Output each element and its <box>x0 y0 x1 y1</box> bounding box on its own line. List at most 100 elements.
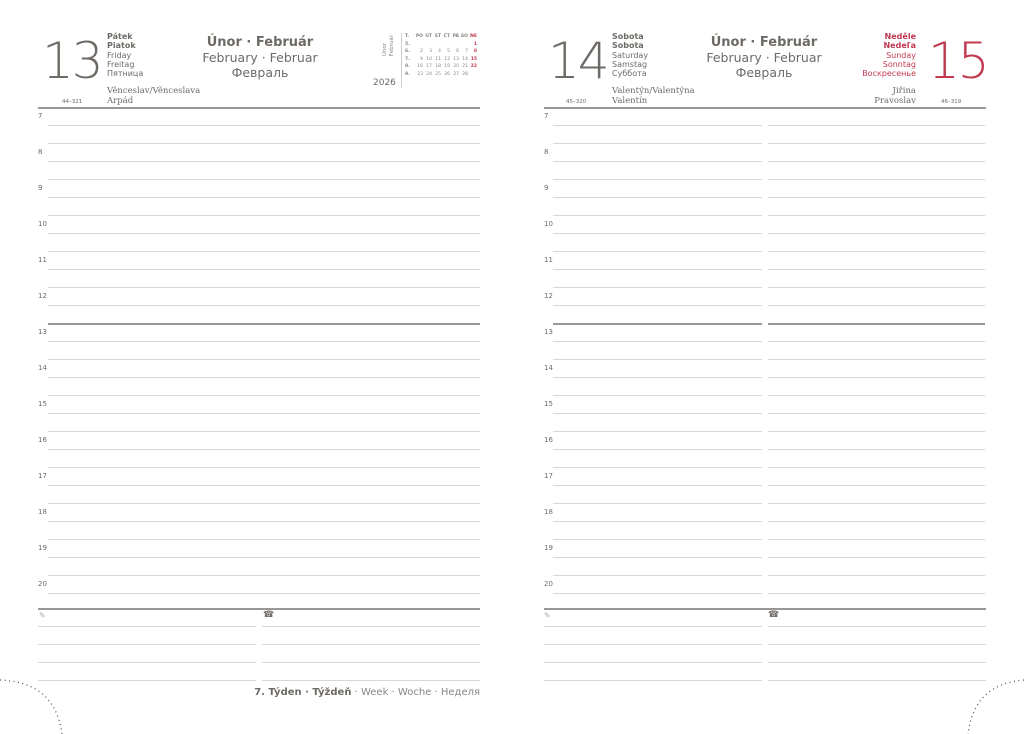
rule-line <box>553 467 762 468</box>
mini-calendar-cell <box>423 41 432 49</box>
rule-line <box>48 161 480 162</box>
hour-label: 14 <box>38 364 47 372</box>
rule-line <box>553 593 762 594</box>
divider <box>401 33 402 88</box>
mini-calendar-cell: 6 <box>456 49 459 54</box>
mini-calendar-cell: 5. <box>405 41 410 47</box>
rule-line <box>553 413 762 414</box>
day-count: 45–320 <box>566 99 587 105</box>
day-count: 46–319 <box>941 99 962 105</box>
rule-line <box>48 593 480 594</box>
month-en: February · Februar <box>202 50 318 65</box>
day-name: Sonntag <box>882 59 916 69</box>
rule-line <box>48 305 480 306</box>
rule-line <box>553 215 762 216</box>
day-name: Friday <box>107 50 132 60</box>
mini-calendar-cell: 7 <box>465 49 468 54</box>
mini-calendar-cell: 20 <box>453 64 459 69</box>
mini-calendar-cell: 15 <box>470 56 477 62</box>
rule-line <box>48 359 480 360</box>
month-title: Únor · Február February · Februar Феврал… <box>664 35 864 80</box>
mini-calendar-cell: 5 <box>447 49 450 54</box>
phone-icon: ☎ <box>263 610 275 620</box>
rule-line <box>38 644 256 645</box>
rule-line <box>48 485 480 486</box>
name-day: Arpád <box>107 96 134 106</box>
pencil-icon: ✎ <box>544 611 551 620</box>
rule-line <box>553 359 762 360</box>
mini-calendar-cell: 13 <box>453 56 459 62</box>
rule-line <box>48 287 480 288</box>
mini-calendar-cell: 22 <box>470 64 477 69</box>
hour-label: 9 <box>544 184 549 192</box>
rule-line <box>768 593 985 594</box>
day-name: Воскресенье <box>862 69 916 79</box>
mini-calendar-cell: 11 <box>435 56 441 62</box>
hour-label: 13 <box>38 328 47 336</box>
mini-calendar-cell: 18 <box>435 64 441 69</box>
rule-line <box>38 662 256 663</box>
month-title: Únor · Február February · Februar Феврал… <box>160 35 360 80</box>
rule-line <box>48 449 480 450</box>
rule-line <box>48 341 480 342</box>
mini-calendar-cell: 9 <box>420 56 423 62</box>
rule-line <box>48 431 480 432</box>
mini-calendar-cell: 12 <box>444 56 450 62</box>
mini-calendar-cell: 17 <box>426 64 432 69</box>
mini-calendar-cell: 2 <box>420 49 423 54</box>
rule-line <box>768 377 985 378</box>
month-cz: Únor · Február <box>710 35 818 50</box>
rule-line <box>768 359 985 360</box>
day-name: Nedeľa <box>883 41 916 51</box>
rule-line <box>768 215 985 216</box>
hour-label: 15 <box>38 400 47 408</box>
rule-line <box>553 323 762 325</box>
rule-line <box>768 539 985 540</box>
hour-label: 20 <box>544 580 553 588</box>
mini-calendar-cell: ÚT <box>425 34 432 39</box>
mini-calendar-cell: PO <box>415 34 423 39</box>
mini-calendar-cell: 24 <box>426 71 432 77</box>
name-days: Věnceslav/Věnceslava Arpád <box>107 86 200 106</box>
rule-line <box>48 575 480 576</box>
month-ru: Февраль <box>735 65 793 80</box>
mini-calendar-cell: 10 <box>426 56 432 62</box>
mini-calendar-cell: 6. <box>405 49 410 54</box>
hour-label: 7 <box>38 112 43 120</box>
rule-line <box>48 233 480 234</box>
mini-calendar-cell: 16 <box>417 64 423 69</box>
name-day: Valentín <box>612 96 648 106</box>
hour-label: 17 <box>544 472 553 480</box>
rule-line <box>38 626 256 627</box>
rule-line <box>48 269 480 270</box>
sunday-names: Neděle Nedeľa Sunday Sonntag Воскресенье <box>862 32 916 78</box>
rule-line <box>553 539 762 540</box>
mini-calendar-cell: 19 <box>444 64 450 69</box>
rule-line <box>553 557 762 558</box>
rule-line <box>768 521 985 522</box>
week-translations: · Week · Woche · Неделя <box>351 687 480 698</box>
rule-line <box>48 539 480 540</box>
rule-line <box>48 179 480 180</box>
rule-line <box>553 395 762 396</box>
mini-calendar-cell: 23 <box>417 71 423 77</box>
name-day: Věnceslav/Věnceslava <box>107 86 201 96</box>
rule-line <box>553 503 762 504</box>
month-cz: Únor · Február <box>206 35 314 50</box>
day-number: 13 <box>42 32 104 90</box>
mini-calendar-cell <box>450 41 459 49</box>
day-name: Saturday <box>612 50 649 60</box>
mini-calendar-cell: 7. <box>405 56 410 62</box>
rule-line <box>768 269 985 270</box>
rule-line <box>768 287 985 288</box>
rule-line <box>768 143 985 144</box>
rule-line <box>553 161 762 162</box>
mini-calendar-cell: 8. <box>405 64 410 69</box>
rule-line <box>38 608 480 610</box>
rule-line <box>553 341 762 342</box>
mini-calendar-cell: 14 <box>462 56 468 62</box>
rule-line <box>553 521 762 522</box>
name-day: Jiřina <box>892 86 916 96</box>
hour-label: 8 <box>38 148 43 156</box>
hour-label: 9 <box>38 184 43 192</box>
